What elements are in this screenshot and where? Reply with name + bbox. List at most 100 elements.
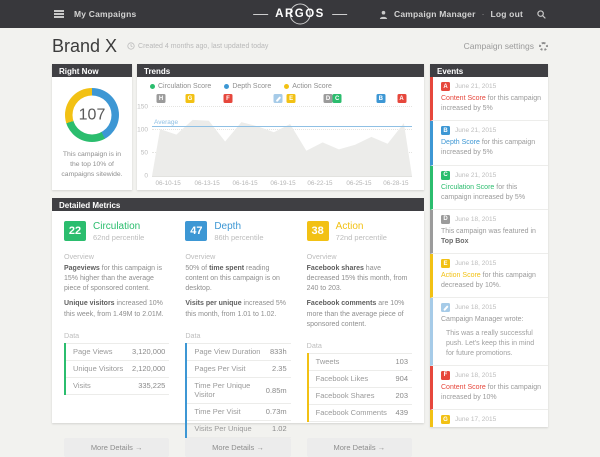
event-badge: G [441,415,450,425]
event-marker-a[interactable]: A [397,94,407,103]
event-item[interactable]: G June 17, 2015 Action Score for this ca… [430,410,548,427]
data-row: Tweets 103 [308,352,412,371]
event-head: D June 18, 2015 [441,214,541,224]
event-date: June 18, 2015 [455,371,497,379]
search-icon[interactable] [537,9,546,19]
y-tick-label: 150 [137,103,148,111]
top-navbar: My Campaigns ARGOS Campaign Manager · Lo… [0,0,600,28]
overview-label: Overview [185,252,216,261]
event-item[interactable]: C June 21, 2015 Circulation Score for th… [430,165,548,210]
chart-legend: Circulation Score Depth Score Action Sco… [137,77,424,91]
events-list: A June 21, 2015 Content Score for this c… [430,77,548,427]
menu-icon [54,13,64,15]
logo-line-right [331,13,347,15]
data-label: Data [306,340,322,350]
event-date: June 18, 2015 [455,215,497,223]
gear-icon[interactable] [539,41,548,51]
event-marker-e[interactable]: E [286,94,296,103]
x-tick-label: 06-10-15 [155,180,181,187]
campaign-header: Brand X Created 4 months ago, last updat… [52,28,548,64]
event-head: E June 18, 2015 [441,259,541,269]
right-now-score: 107 [78,106,106,123]
depth-title: Depth [214,221,242,232]
detailed-metrics-panel: 22 Circulation 62nd percentile Overview … [52,211,424,457]
right-now-caption: This campaign is in the top 10% of campa… [61,151,123,178]
page-title: Brand X [52,35,118,56]
event-date: June 21, 2015 [455,83,497,90]
campaign-settings-label[interactable]: Campaign settings [463,41,534,51]
event-date: June 21, 2015 [455,171,497,179]
event-marker-c[interactable]: C [332,94,342,103]
y-tick-label: 50 [140,149,148,157]
event-marker-note[interactable] [273,94,283,103]
event-head: A June 21, 2015 [441,82,541,91]
depth-score-badge: 47 [185,221,208,241]
legend-dot-icon [284,84,290,89]
event-marker-f[interactable]: F [223,94,233,103]
overview-paragraph: Pageviews for this campaign is 15% highe… [64,265,163,293]
event-badge [441,303,450,313]
user-icon [379,10,388,19]
event-text: Content Score for this campaign increase… [441,383,541,402]
event-item[interactable]: B June 21, 2015 Depth Score for this cam… [430,121,548,166]
event-badge: C [441,170,450,180]
logout-link[interactable]: Log out [490,9,523,19]
legend-label: Circulation Score [158,83,212,90]
event-marker-h[interactable]: H [156,94,166,103]
action-score-badge: 38 [306,221,329,241]
x-tick-label: 06-13-15 [194,180,220,187]
action-data-table: Tweets 103 Facebook Likes 904 Facebook Share… [306,352,412,422]
legend-label: Action Score [292,83,332,90]
x-tick-label: 06-25-15 [346,180,372,187]
event-badge: E [441,259,450,269]
event-text: Circulation Score for this campaign incr… [441,183,526,201]
event-head: June 18, 2015 [441,303,541,313]
event-marker-b[interactable]: B [376,94,386,103]
event-item[interactable]: F June 18, 2015 Content Score for this c… [430,365,548,411]
event-date: June 17, 2015 [455,416,497,424]
events-header: Events [430,64,548,77]
action-percentile: 72nd percentile [335,233,387,242]
event-marker-g[interactable]: G [185,94,195,103]
event-date: June 18, 2015 [455,304,497,312]
campaign-settings[interactable]: Campaign settings [464,41,548,51]
trends-panel: Trends Circulation Score Depth Score Act… [137,64,424,190]
user-menu[interactable]: Campaign Manager [393,9,476,19]
average-line-label: Average [154,118,179,126]
data-row: Page View Duration 833h [187,342,291,361]
action-title: Action [335,221,364,232]
data-row: Facebook Shares 203 [308,388,412,405]
event-marker-d[interactable]: D [323,94,333,103]
event-badge: F [441,370,450,380]
overview-paragraph: Visits per unique increased 5% this mont… [185,300,286,318]
logo-line-left [253,13,269,15]
metric-column-depth: 47 Depth 86th percentile Overview 50% of… [185,221,291,457]
more-details-button-action[interactable]: More Details → [306,437,412,457]
nav-my-campaigns[interactable]: My Campaigns [54,9,136,19]
event-item[interactable]: D June 18, 2015 This campaign was featur… [430,209,548,255]
y-tick-label: 100 [137,126,148,134]
event-item[interactable]: June 18, 2015 Campaign Manager wrote: Th… [430,298,548,366]
logo-text: ARGOS [275,8,325,20]
more-details-button-depth[interactable]: More Details → [185,437,291,457]
event-item[interactable]: E June 18, 2015 Action Score for this ca… [430,254,548,299]
my-campaigns-link[interactable]: My Campaigns [74,9,137,19]
legend-item: Circulation Score [150,83,211,90]
event-text: Action Score for this campaign decreased… [441,272,536,290]
event-item[interactable]: A June 21, 2015 Content Score for this c… [430,77,548,122]
circulation-overview: Pageviews for this campaign is 15% highe… [64,264,169,325]
overview-label: Overview [306,252,337,261]
legend-item: Depth Score [224,83,271,90]
x-tick-label: 06-22-15 [307,180,333,187]
depth-data-table: Page View Duration 833h Pages Per Visit 2.3… [185,342,291,438]
event-head: C June 21, 2015 [441,170,541,180]
data-row: Pages Per Visit 2.35 [187,361,291,378]
more-details-button-circulation[interactable]: More Details → [64,437,170,457]
overview-paragraph: Facebook shares have decreased 15% this … [306,265,408,293]
detailed-metrics-header: Detailed Metrics [52,198,424,211]
overview-paragraph: Facebook comments are 10% more than the … [306,300,405,328]
legend-dot-icon [224,84,230,89]
argos-dashboard: My Campaigns ARGOS Campaign Manager · Lo… [0,0,600,427]
depth-head: 47 Depth 86th percentile [185,221,290,242]
